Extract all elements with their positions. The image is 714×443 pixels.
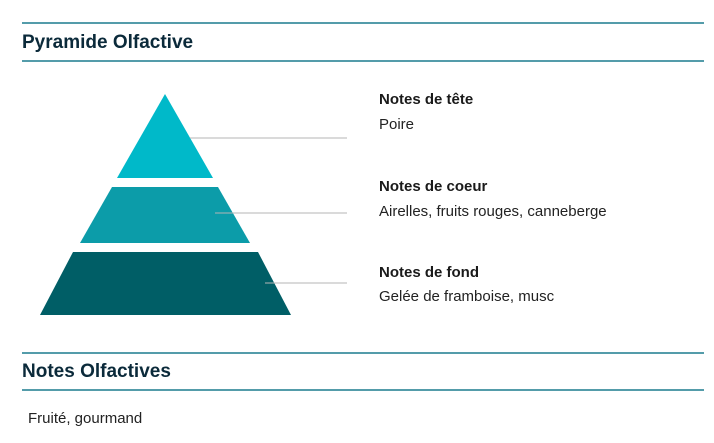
level-label: Notes de fond — [379, 264, 479, 281]
level-description: Gelée de framboise, musc — [379, 288, 555, 305]
notes-text: Fruité, gourmand — [28, 410, 142, 427]
pyramid-middle — [80, 187, 250, 243]
level-label: Notes de tête — [379, 91, 473, 108]
section-title: Pyramide Olfactive — [22, 32, 193, 53]
section-title: Notes Olfactives — [22, 361, 171, 382]
level-description: Poire — [379, 116, 414, 133]
level-label: Notes de coeur — [379, 178, 488, 195]
pyramid-base — [40, 252, 291, 315]
pyramid-top — [117, 94, 213, 178]
level-description: Airelles, fruits rouges, canneberge — [379, 203, 607, 220]
